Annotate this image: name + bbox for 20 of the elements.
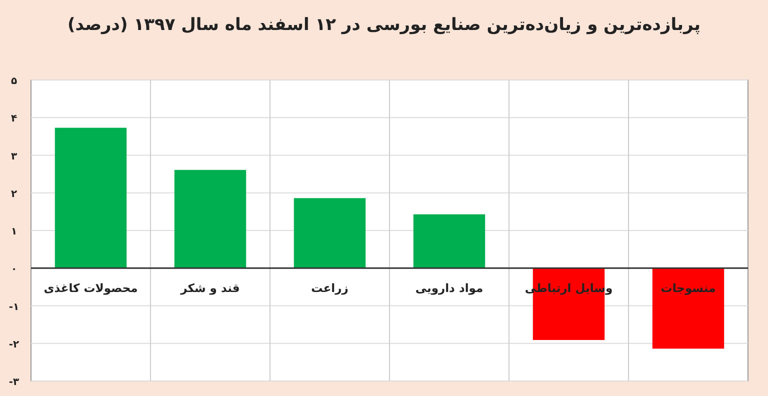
y-tick-label: -۲	[8, 339, 20, 350]
x-tick-label: زراعت	[311, 281, 348, 296]
x-tick-label: قند و شکر	[180, 281, 240, 296]
x-tick-label: منسوجات	[660, 281, 716, 296]
y-tick-label: ۴	[10, 114, 18, 125]
y-tick-label: ۲	[10, 188, 18, 200]
bar	[174, 170, 246, 268]
y-tick-label: ۰	[10, 264, 18, 276]
chart-title: پربازده‌ترین و زیان‌ده‌ترین صنایع بورسی در ۱۲ اسفند ماه سال ۱۳۹۷ (درصد)	[68, 15, 700, 35]
y-tick-label: -۳	[8, 377, 20, 388]
x-tick-label: مواد دارویی	[415, 281, 484, 296]
bar	[54, 128, 127, 268]
y-tick-label: -۱	[8, 302, 20, 313]
y-tick-label: ۳	[10, 151, 18, 162]
y-tick-label: ۱	[10, 226, 18, 238]
y-tick-label: ۵	[10, 76, 18, 87]
bar	[413, 214, 486, 268]
x-tick-label: محصولات کاغذی	[44, 281, 138, 296]
bar	[652, 268, 724, 349]
bar	[294, 198, 366, 268]
